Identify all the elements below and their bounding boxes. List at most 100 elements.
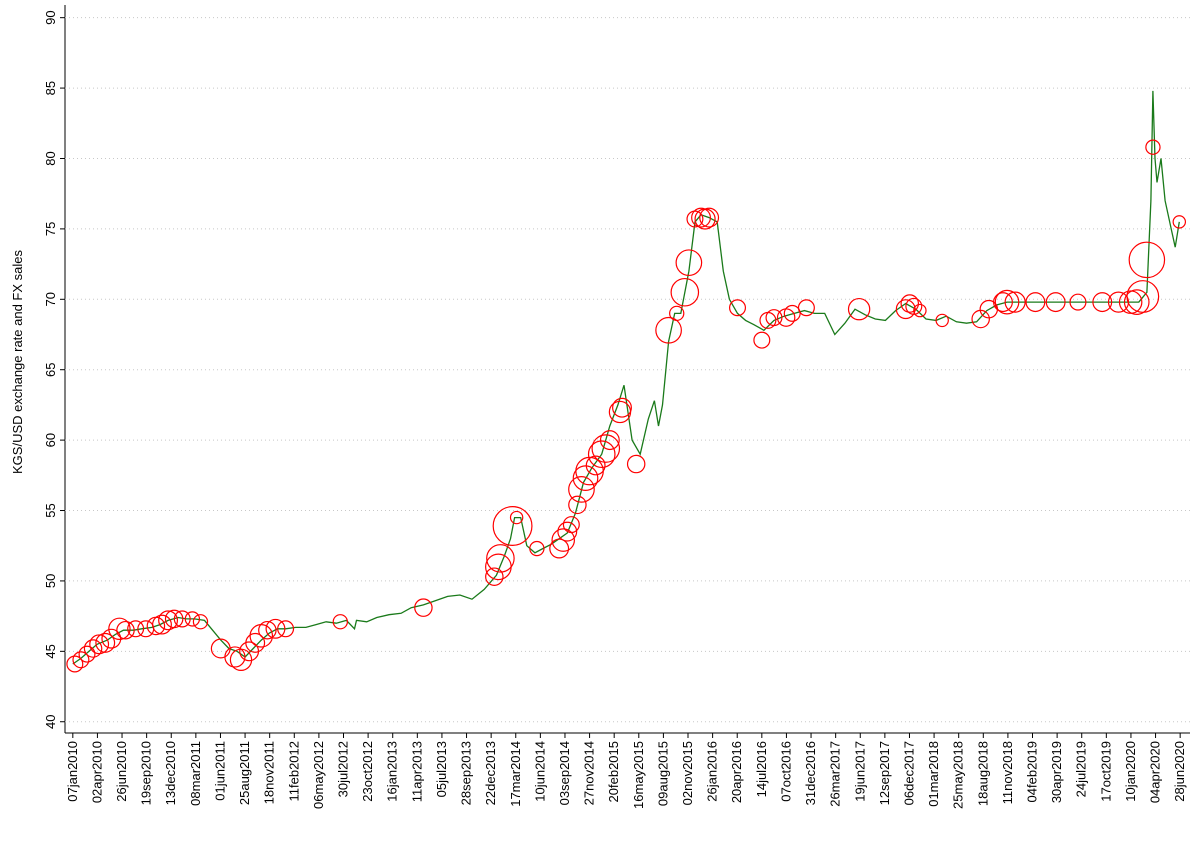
fx-sales-bubble (509, 510, 524, 525)
fx-sales-bubble (89, 634, 110, 655)
x-tick-label: 03sep2014 (557, 741, 572, 805)
y-tick-label: 70 (43, 292, 58, 306)
y-tick-label: 85 (43, 81, 58, 95)
fx-sales-bubble (994, 289, 1020, 315)
x-tick-label: 05jul2013 (434, 741, 449, 797)
fx-sales-bubble (66, 655, 84, 673)
fx-sales-bubble (1172, 215, 1187, 229)
x-tick-label: 28sep2013 (459, 741, 474, 805)
fx-sales-bubble (669, 305, 685, 322)
fx-sales-bubble (332, 614, 348, 630)
fx-sales-bubble (95, 632, 116, 653)
y-tick-label: 45 (43, 644, 58, 658)
y-axis-title: KGS/USD exchange rate and FX sales (10, 250, 25, 475)
x-tick-label: 28jun2020 (1172, 741, 1187, 802)
fx-sales-bubble (485, 567, 504, 586)
y-tick-label: 80 (43, 151, 58, 165)
fx-sales-bubble (905, 297, 923, 315)
fx-sales-bubble (210, 638, 231, 659)
fx-sales-bubble (935, 313, 949, 328)
x-tick-label: 01mar2018 (926, 741, 941, 807)
x-tick-label: 26mar2017 (828, 741, 843, 807)
fx-sales-bubble (1123, 289, 1150, 315)
fx-sales-bubble (691, 207, 711, 228)
fx-sales-bubble (587, 440, 616, 469)
x-tick-label: 06may2012 (311, 741, 326, 809)
y-tick-label: 75 (43, 222, 58, 236)
fx-sales-bubble (164, 609, 184, 629)
x-tick-label: 13dec2010 (163, 741, 178, 805)
fx-sales-bubble (847, 297, 871, 321)
fx-sales-bubble (557, 521, 578, 542)
x-tick-label: 07oct2016 (778, 741, 793, 802)
fx-sales-bubble (913, 303, 927, 318)
fx-sales-bubble (192, 614, 209, 630)
fx-sales-bubble (729, 299, 747, 317)
fx-sales-bubble (1145, 139, 1161, 155)
fx-sales-bubble (277, 620, 295, 638)
x-tick-label: 18nov2011 (262, 741, 277, 804)
x-tick-label: 20feb2015 (606, 741, 621, 802)
fx-sales-bubble (612, 397, 632, 418)
fx-sales-bubble (83, 639, 103, 658)
fx-sales-bubble (655, 316, 682, 344)
fx-sales-bubble (765, 309, 783, 327)
fx-sales-bubble (245, 632, 266, 653)
fx-sales-bubble (1069, 293, 1087, 311)
fx-sales-bubble (72, 651, 90, 669)
fx-sales-bubble (670, 277, 700, 307)
fx-sales-bubble (1126, 280, 1160, 313)
fx-sales-bubble (551, 528, 576, 552)
y-tick-label: 55 (43, 503, 58, 517)
fx-sales-bubble (599, 430, 620, 451)
x-tick-label: 27nov2014 (582, 741, 597, 805)
x-tick-label: 02nov2015 (680, 741, 695, 805)
fx-sales-bubble (414, 598, 433, 617)
fx-sales-bubble (173, 610, 191, 628)
x-tick-label: 26jun2010 (114, 741, 129, 802)
x-tick-label: 07jan2010 (65, 741, 80, 802)
x-tick-label: 25may2018 (951, 741, 966, 809)
fx-sales-bubble (1092, 292, 1113, 313)
fx-sales-bubble (900, 294, 920, 313)
exchange-rate-line (72, 90, 1180, 665)
fx-sales-bubble (585, 455, 606, 476)
fx-sales-bubble (152, 614, 172, 635)
x-tick-label: 19sep2010 (139, 741, 154, 805)
x-tick-label: 22dec2013 (483, 741, 498, 805)
fx-sales-bubble (158, 610, 179, 631)
fx-sales-bubble (797, 299, 815, 317)
fx-sales-bubble (1004, 291, 1026, 313)
fx-sales-bubble (675, 249, 703, 277)
y-tick-label: 60 (43, 433, 58, 447)
x-tick-label: 11feb2012 (286, 741, 301, 802)
fx-sales-bubble (265, 618, 286, 639)
x-tick-label: 17oct2019 (1098, 741, 1113, 802)
fx-sales-bubble (101, 628, 122, 649)
x-tick-label: 02apr2010 (89, 741, 104, 803)
fx-sales-bubble (699, 207, 720, 228)
fx-sales-bubble (591, 434, 621, 463)
fx-sales-bubble (184, 611, 201, 627)
fx-sales-bubble (572, 465, 599, 491)
x-tick-label: 12sep2017 (877, 741, 892, 805)
x-tick-label: 09aug2015 (655, 741, 670, 806)
x-tick-label: 25aug2011 (237, 741, 252, 805)
x-tick-label: 16may2015 (631, 741, 646, 809)
fx-sales-bubble (1128, 241, 1166, 279)
x-tick-label: 24jul2019 (1074, 741, 1089, 797)
x-tick-label: 04feb2019 (1025, 741, 1040, 802)
fx-sales-bubble (492, 506, 533, 546)
fx-sales-bubble (116, 620, 135, 640)
fx-sales-bubble (549, 538, 570, 559)
fx-sales-bubble (229, 648, 253, 671)
x-tick-label: 08mar2011 (188, 741, 203, 806)
fx-sales-bubble (568, 495, 587, 515)
x-tick-label: 11apr2013 (409, 741, 424, 802)
y-tick-label: 65 (43, 362, 58, 376)
x-tick-label: 11nov2018 (1000, 741, 1015, 804)
x-tick-label: 06dec2017 (901, 741, 916, 805)
fx-sales-bubble (753, 331, 771, 349)
x-tick-label: 30jul2012 (335, 741, 350, 797)
